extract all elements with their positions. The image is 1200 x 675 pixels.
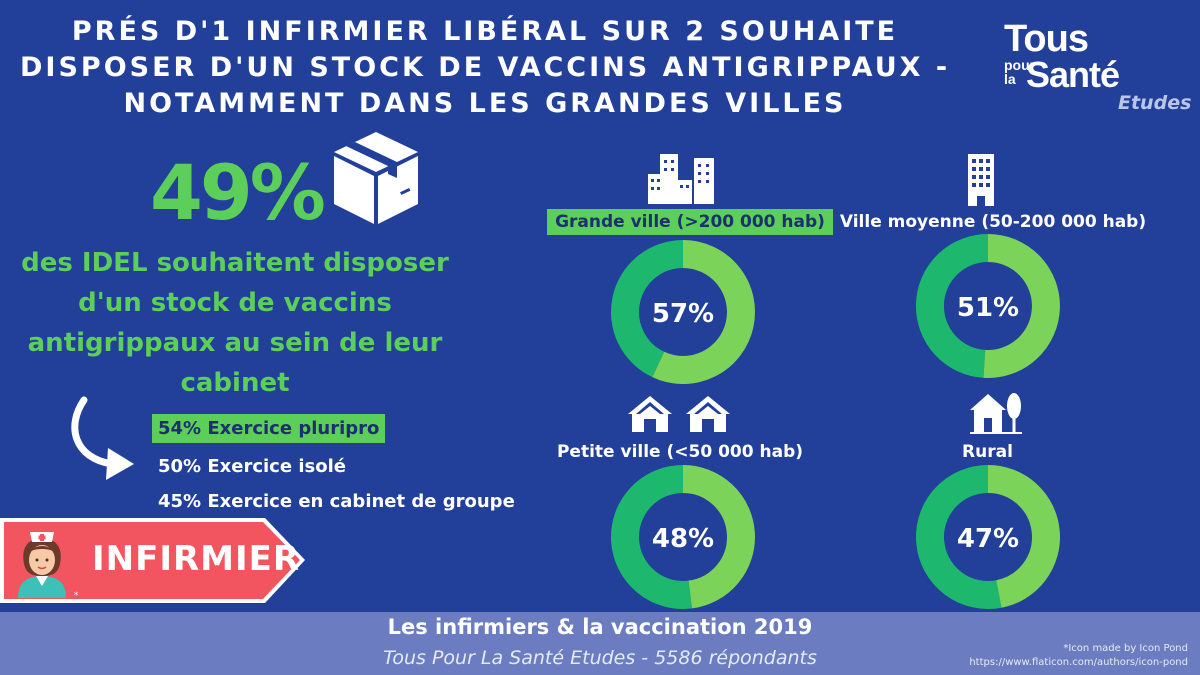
footer-subtitle: Tous Pour La Santé Etudes - 5586 réponda… [383,647,817,669]
icon-credit-url: https://www.flaticon.com/authors/icon-po… [969,657,1188,668]
title-line: PRÉS D'1 INFIRMIER LIBÉRAL SUR 2 SOUHAIT… [71,16,899,47]
nurse-icon [18,532,66,598]
box-icon [334,132,418,224]
logo-word-sante: Santé [1026,54,1120,95]
curved-arrow-icon [71,396,134,480]
icon-credit: *Icon made by Icon Pond [1063,643,1188,654]
footer-title: Les infirmiers & la vaccination 2019 [387,615,813,639]
category-label-ville-moyenne: Ville moyenne (50-200 000 hab) [839,212,1147,232]
rural-house-icon [970,393,1022,434]
description-line: antigrippaux au sein de leur [27,328,443,358]
description-line: des IDEL souhaitent disposer [21,248,449,278]
category-label-petite-ville: Petite ville (<50 000 hab) [556,442,804,462]
donut-remainder-petite-ville [611,465,693,609]
footer-bar [0,612,1200,675]
donut-remainder-rural [916,465,1002,609]
stat-isole: 50% Exercice isolé [158,456,346,477]
logo-word-tous: Tous [1004,18,1089,60]
description-line: cabinet [180,368,290,398]
donut-slice-rural [987,465,1060,608]
stat-pluripro: 54% Exercice pluripro [152,414,386,443]
stat-cabinet-groupe: 45% Exercice en cabinet de groupe [158,491,515,512]
badge-label: INFIRMIER [92,539,301,579]
headline-description: des IDEL souhaitent disposer d'un stock … [15,243,455,403]
donut-slice-ville-moyenne [983,234,1060,378]
donut-remainder-ville-moyenne [915,234,989,378]
category-label-grande-ville: Grande ville (>200 000 hab) [547,209,833,235]
logo-word-pour: pour [1004,57,1036,73]
donut-value-label-ville-moyenne: 51% [957,293,1019,323]
donut-slice-petite-ville [682,465,755,609]
category-label-rural: Rural [962,442,1013,462]
title-line: NOTAMMENT DANS LES GRANDES VILLES [123,88,847,119]
donut-value-label-grande-ville: 57% [652,299,714,329]
houses-icon [628,396,730,432]
tower-icon [968,154,994,206]
logo-word-la: la [1004,71,1016,87]
badge-note: * [74,591,79,601]
donut-value-label-petite-ville: 48% [652,524,714,554]
page-title: PRÉS D'1 INFIRMIER LIBÉRAL SUR 2 SOUHAIT… [20,14,950,122]
donut-remainder-grande-ville [611,240,684,378]
logo-word-etudes: Etudes [1118,92,1192,114]
buildings-icon [648,154,714,204]
headline-percentage: 49% [150,148,326,237]
brand-logo: Tous pour la Santé Etudes [1000,18,1192,118]
description-line: d'un stock de vaccins [78,288,392,318]
title-line: DISPOSER D'UN STOCK DE VACCINS ANTIGRIPP… [20,52,951,83]
infirmier-badge [0,518,305,603]
donut-value-label-rural: 47% [957,524,1019,554]
donut-slice-grande-ville [652,240,755,384]
